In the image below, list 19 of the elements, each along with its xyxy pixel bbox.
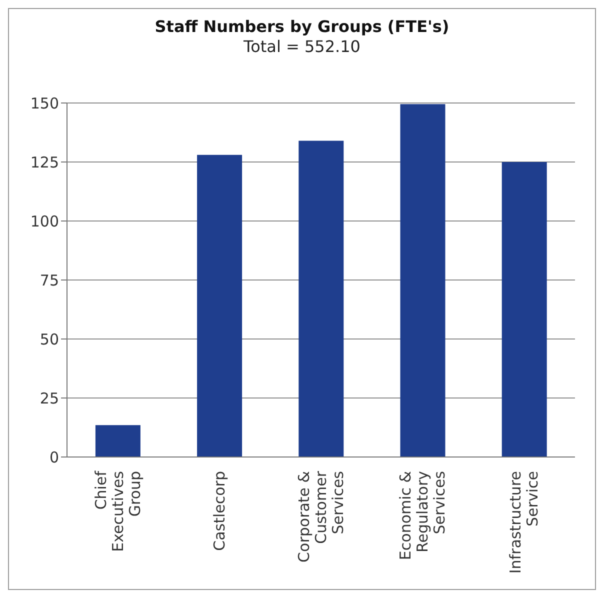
bar [95,425,140,457]
y-tick-label: 50 [40,330,59,348]
chart-title: Staff Numbers by Groups (FTE's) [154,17,450,37]
bar [197,154,242,457]
x-tick-label: Economic & Regulatory Services [396,470,449,560]
x-tick-label: Infrastructure Service [506,471,542,574]
bar [400,104,446,457]
y-tick-label: 25 [40,389,59,408]
y-tick-label: 150 [30,94,59,112]
bar [502,162,547,457]
y-tick-label: 75 [40,271,59,290]
chart-subtitle: Total = 552.10 [242,37,362,57]
y-tick-label: 125 [30,153,59,172]
x-tick-label: Castlecorp [210,471,228,551]
y-tick-label: 0 [49,448,59,466]
y-tick-label: 100 [30,212,59,230]
x-tick-label: Chief Executives Group [92,470,144,552]
bar [298,140,344,457]
x-tick-label: Corporate & Customer Services [295,470,347,562]
